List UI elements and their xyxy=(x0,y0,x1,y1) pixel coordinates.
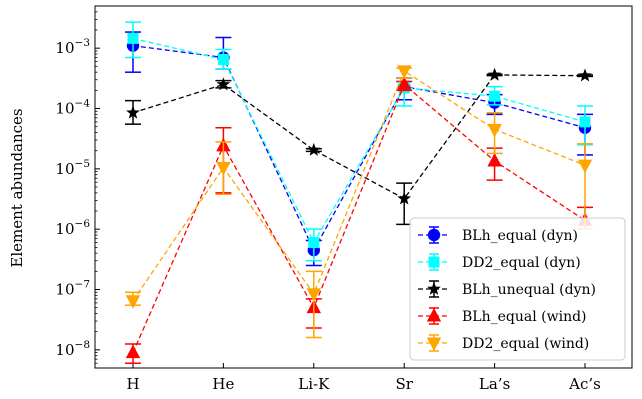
legend-item: DD2_equal (dyn) xyxy=(418,253,581,271)
data-point xyxy=(216,77,231,91)
data-point xyxy=(308,237,320,249)
data-point xyxy=(577,159,593,174)
series-line xyxy=(132,37,586,244)
data-point xyxy=(397,191,412,205)
legend-label: DD2_equal (wind) xyxy=(462,336,589,352)
y-axis-title-group: Element abundances xyxy=(8,108,26,267)
legend-marker xyxy=(426,308,442,322)
series-line xyxy=(132,74,586,200)
series-4 xyxy=(125,65,593,339)
data-point xyxy=(217,53,229,65)
legend-label: BLh_equal (dyn) xyxy=(462,228,578,244)
data-point xyxy=(487,67,502,81)
data-point xyxy=(306,142,321,156)
data-point xyxy=(578,68,592,82)
data-point xyxy=(216,162,231,176)
legend-item: BLh_equal (wind) xyxy=(418,307,587,325)
legend-marker xyxy=(428,256,440,268)
plot-frame xyxy=(94,5,633,369)
data-point xyxy=(397,65,412,79)
y-axis-title: Element abundances xyxy=(8,108,26,267)
data-point xyxy=(487,152,502,167)
data-point xyxy=(127,32,139,44)
data-point xyxy=(579,116,591,128)
data-point xyxy=(126,105,140,119)
x-tick-label: H xyxy=(126,375,139,393)
legend-label: DD2_equal (dyn) xyxy=(462,255,581,271)
data-point xyxy=(125,295,141,309)
y-tick-label: 10−7 xyxy=(55,279,90,299)
legend-box xyxy=(409,217,626,361)
legend-marker xyxy=(427,228,441,242)
series-line xyxy=(132,83,586,353)
legend: BLh_equal (dyn) DD2_equal (dyn) BLh_unequa… xyxy=(409,217,626,361)
y-tick-label: 10−3 xyxy=(55,37,90,57)
legend-marker xyxy=(426,337,442,351)
y-tick-label: 10−8 xyxy=(55,339,90,359)
series-line xyxy=(132,45,586,252)
series-layer xyxy=(125,21,593,364)
y-tick-label: 10−4 xyxy=(55,98,90,118)
x-tick-label: La’s xyxy=(479,375,510,393)
y-tick-label: 10−5 xyxy=(55,158,90,178)
data-point xyxy=(489,90,501,102)
legend-item: BLh_equal (dyn) xyxy=(418,226,578,244)
data-point xyxy=(125,344,141,359)
y-tick-label: 10−6 xyxy=(55,218,90,238)
legend-item: BLh_unequal (dyn) xyxy=(418,280,596,298)
x-tick-label: Li-K xyxy=(298,375,330,393)
series-2 xyxy=(125,67,593,226)
data-point xyxy=(306,288,321,302)
data-point xyxy=(397,76,412,90)
legend-item: DD2_equal (wind) xyxy=(418,334,589,352)
legend-label: BLh_equal (wind) xyxy=(462,309,587,325)
axis-ticks: H He Li-K Sr La’s Ac’s 10−8 10−7 10−6 10−5 10−4 10−… xyxy=(55,5,601,393)
data-point xyxy=(487,123,502,138)
x-tick-label: Sr xyxy=(395,375,413,393)
series-line xyxy=(132,69,586,302)
legend-label: BLh_unequal (dyn) xyxy=(462,282,596,298)
x-tick-label: Ac’s xyxy=(568,375,601,393)
legend-marker xyxy=(427,281,441,295)
x-tick-label: He xyxy=(212,375,234,393)
